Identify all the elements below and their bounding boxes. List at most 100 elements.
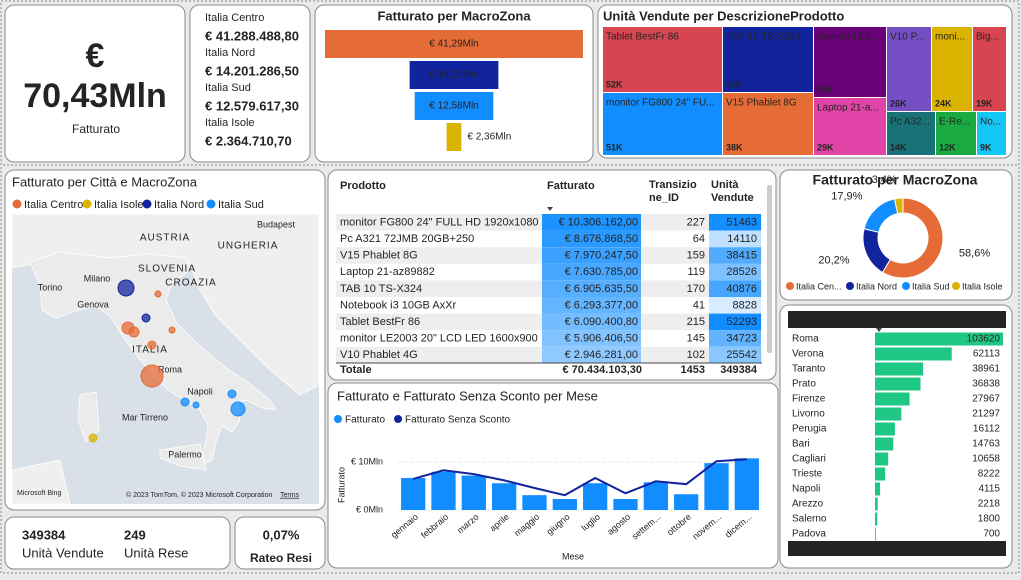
- map-label: Genova: [77, 299, 109, 309]
- map-bubble: [128, 326, 140, 338]
- tile-label: No...: [980, 117, 1001, 128]
- kpi-value-box: € 70,43Mln: [23, 37, 167, 115]
- panel: [779, 304, 1013, 569]
- line-series: [412, 458, 747, 497]
- table-cell: 215: [687, 316, 705, 328]
- bar: [875, 482, 881, 496]
- value-label: 36838: [972, 379, 1000, 390]
- card-value: 249: [124, 527, 146, 542]
- kpi-value: € 70,43Mln: [23, 37, 167, 115]
- table-cell: 145: [687, 333, 705, 345]
- legend-dot: [334, 415, 342, 423]
- table-header: Transizione_ID: [649, 179, 697, 204]
- column: [704, 463, 729, 510]
- map-bubble: [180, 397, 190, 407]
- cell-fill: [542, 346, 641, 364]
- table-cell: 51463: [726, 216, 757, 228]
- column: [734, 458, 759, 510]
- bar: [875, 527, 876, 541]
- tile-label: Tablet BestFr 86: [606, 32, 679, 43]
- table-cell: € 6.293.377,00: [565, 299, 638, 311]
- cell-fill: [709, 247, 761, 264]
- sort-arrow: [876, 328, 882, 332]
- total-bg: [788, 541, 1006, 556]
- tile-value: 51K: [606, 142, 623, 152]
- row-label: Taranto: [792, 364, 826, 375]
- table-total: 349384: [967, 544, 1001, 555]
- bar: [875, 377, 921, 391]
- tile-value: 12K: [939, 142, 956, 152]
- column: [522, 495, 547, 510]
- cell-fill: [542, 313, 641, 331]
- map-bubble: [147, 340, 157, 350]
- table-cell: 227: [687, 216, 705, 228]
- map-bubble: [154, 290, 162, 298]
- map-label: Palermo: [168, 449, 202, 459]
- legend-label: Italia Cen...: [796, 281, 842, 291]
- value-label: 27967: [972, 394, 1000, 405]
- treemap-tile: [887, 27, 931, 111]
- card-label: Unità Rese: [124, 545, 188, 560]
- treemap-tile: [603, 27, 722, 92]
- table-cell: € 6.905.635,50: [565, 283, 638, 295]
- zone-value: € 12.579.617,30: [205, 98, 299, 113]
- row-label: Salerno: [792, 514, 827, 525]
- data-label: € 2,36Mln: [467, 132, 511, 143]
- cell-fill: [542, 330, 641, 347]
- cell-fill: [709, 330, 761, 347]
- funnel-bar: [325, 30, 583, 58]
- treemap-tile: [603, 93, 722, 155]
- column: [643, 482, 668, 510]
- legend-dot: [952, 282, 960, 290]
- table-cell: Notebook i3 10GB AxXr: [340, 299, 457, 311]
- bar: [875, 347, 952, 361]
- panel: [4, 516, 231, 570]
- table-cell: € 10.306.162,00: [558, 216, 638, 228]
- card-label: Rateo Resi: [250, 551, 312, 565]
- tile-value: 9K: [980, 142, 992, 152]
- cell-fill: [709, 214, 761, 231]
- treemap-tile: [932, 27, 972, 111]
- table-cell: 102: [687, 349, 705, 361]
- value-label: 14763: [972, 439, 1000, 450]
- value-label: 38961: [972, 364, 1000, 375]
- treemap-tile: [723, 93, 813, 155]
- table-cell: 52293: [726, 316, 757, 328]
- treemap-tile: [977, 112, 1006, 155]
- panel: [4, 4, 186, 163]
- map-label: Budapest: [257, 219, 296, 229]
- table-cell: V10 Phablet 4G: [340, 349, 418, 361]
- tile-label: Big...: [976, 32, 999, 43]
- map-bubble: [141, 313, 151, 323]
- legend-label: Italia Isole: [962, 281, 1003, 291]
- table-cell: 159: [687, 250, 705, 262]
- map-label: Roma: [158, 364, 182, 374]
- table-cell: € 2.946.281,00: [565, 349, 638, 361]
- tile-value: 14K: [890, 142, 907, 152]
- bar: [875, 362, 924, 376]
- tile-value: 26K: [890, 98, 907, 108]
- tile-label: moni...: [935, 32, 965, 43]
- table-cell: monitor LE2003 20" LCD LED 1600x900: [340, 333, 538, 345]
- map-attribution: © 2023 TomTom, © 2023 Microsoft Corporat…: [126, 491, 272, 499]
- table-cell: 25542: [726, 349, 757, 361]
- table-cell: € 6.090.400,80: [565, 316, 638, 328]
- tile-label: V15 Phablet 8G: [726, 98, 797, 109]
- header-bg: [788, 311, 1006, 328]
- table-header-box: Transizione_ID: [649, 179, 697, 204]
- scrollbar: [767, 185, 772, 353]
- map-land: [159, 443, 207, 471]
- tile-value: 52K: [606, 79, 623, 89]
- map-label: SLOVENIA: [138, 264, 196, 275]
- map-bubble: [192, 401, 200, 409]
- kpi-label: Fatturato: [72, 122, 120, 136]
- zone-label: Italia Nord: [205, 47, 255, 59]
- cell-fill: [542, 263, 641, 281]
- tile-value: 35K: [817, 84, 834, 94]
- value-label: 21297: [972, 409, 1000, 420]
- treemap-tile: [814, 27, 886, 97]
- legend-label: Italia Sud: [218, 199, 264, 211]
- zone-label: Italia Centro: [205, 12, 264, 24]
